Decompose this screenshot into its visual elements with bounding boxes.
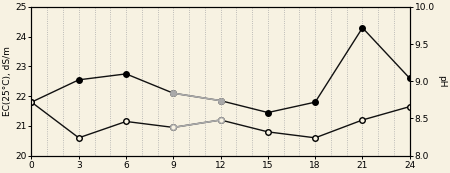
Y-axis label: pH: pH bbox=[437, 75, 446, 88]
Y-axis label: EC(25°C), dS/m: EC(25°C), dS/m bbox=[4, 46, 13, 116]
